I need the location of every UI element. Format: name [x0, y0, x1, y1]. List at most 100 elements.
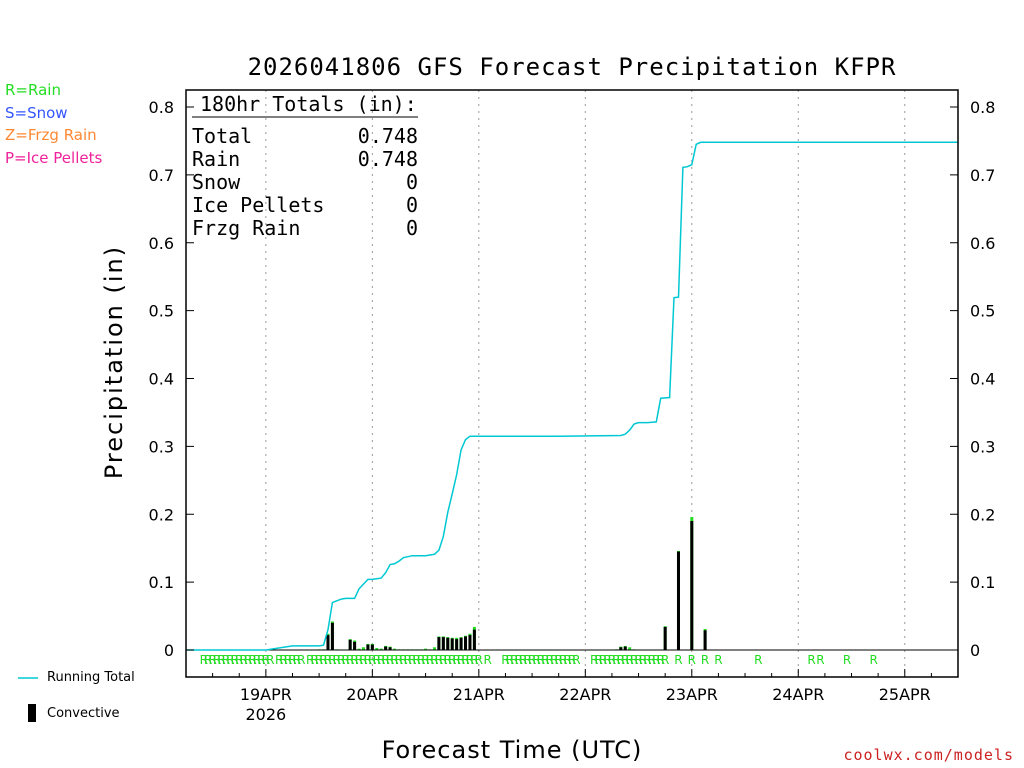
ptype-symbol: R: [546, 653, 554, 667]
ptype-symbol: R: [373, 653, 381, 667]
ptype-symbol: R: [200, 653, 208, 667]
running-total-key-label: Running Total: [47, 670, 135, 685]
y-tick-label-left: 0.2: [149, 505, 174, 524]
ptype-symbol: R: [293, 653, 301, 667]
x-tick-label: 19APR: [240, 685, 292, 704]
ptype-symbol: R: [816, 653, 824, 667]
convective-bar: [370, 644, 374, 650]
ptype-symbol: R: [355, 653, 363, 667]
ptype-symbol: R: [231, 653, 239, 667]
ptype-symbol: R: [657, 653, 665, 667]
ptype-symbol: R: [208, 653, 216, 667]
ptype-symbol: R: [590, 653, 598, 667]
ptype-symbol: R: [217, 653, 225, 667]
ptype-symbol: R: [350, 653, 358, 667]
y-tick-label-left: 0.5: [149, 302, 174, 321]
ptype-symbol: R: [275, 653, 283, 667]
rain-bar: [357, 648, 361, 650]
y-tick-label-left: 0.6: [149, 234, 174, 253]
convective-bar: [446, 637, 450, 650]
gridlines: [265, 90, 906, 677]
ptype-symbol: R: [240, 653, 248, 667]
convective-bar: [663, 626, 667, 650]
convective-bar: [441, 637, 445, 650]
rain-bar: [379, 648, 383, 650]
totals-row-label: Snow: [192, 170, 241, 194]
convective-bar: [437, 637, 441, 650]
convective-bar: [459, 637, 463, 650]
ptype-symbol: R: [617, 653, 625, 667]
convective-bar: [366, 644, 370, 650]
y-tick-label-right: 0.8: [970, 98, 995, 117]
ptype-symbol: R: [386, 653, 394, 667]
ptype-legend-item: S=Snow: [5, 103, 68, 122]
ptype-symbol: R: [288, 653, 296, 667]
x-tick-label: 20APR: [346, 685, 398, 704]
ptype-symbol: R: [413, 653, 421, 667]
ptype-symbol: R: [421, 653, 429, 667]
ptype-symbol: R: [470, 653, 478, 667]
ptype-legend-item: Z=Frzg Rain: [5, 126, 97, 144]
ptype-symbol: R: [528, 653, 536, 667]
convective-bar: [348, 639, 352, 650]
axes: 0 00.1 0.10.2 0.20.3 0.30.4 0.40.5 0.50.6 0.60.…: [149, 89, 995, 724]
totals-row-value: 0: [406, 193, 418, 217]
y-tick-label-left: 0.8: [149, 98, 174, 117]
ptype-symbol: R: [333, 653, 341, 667]
convective-bar: [326, 635, 330, 650]
convective-bar: [450, 638, 454, 650]
y-tick-label-left: 0.7: [149, 166, 174, 185]
convective-bar: [623, 646, 627, 650]
rain-bar: [375, 647, 379, 650]
ptype-symbol: R: [248, 653, 256, 667]
rain-bar: [432, 647, 436, 650]
convective-bar: [703, 630, 707, 650]
ptype-symbol: R: [475, 653, 483, 667]
y-tick-label-left: 0.3: [149, 437, 174, 456]
ptype-symbol: R: [550, 653, 558, 667]
ptype-symbol: R: [244, 653, 252, 667]
ptype-symbol: R: [399, 653, 407, 667]
plot-frame: [185, 89, 959, 678]
ptype-symbol: R: [594, 653, 602, 667]
ptype-symbol: R: [324, 653, 332, 667]
running-total-series: [186, 141, 958, 651]
ptype-symbol: R: [626, 653, 634, 667]
totals-row-label: Ice Pellets: [192, 193, 324, 217]
ptype-symbol: R: [603, 653, 611, 667]
convective-bar: [330, 622, 334, 650]
totals-row-label: Frzg Rain: [192, 216, 300, 240]
ptype-symbol: R: [501, 653, 509, 667]
y-tick-label-right: 0.6: [970, 234, 995, 253]
ptype-symbol: R: [701, 653, 709, 667]
x-tick-sublabel: 2026: [246, 705, 287, 724]
ptype-symbol: R: [262, 653, 270, 667]
convective-bar: [472, 629, 476, 650]
ptype-symbol: R: [315, 653, 323, 667]
ptype-symbol: R: [648, 653, 656, 667]
convective-bar: [690, 521, 694, 650]
convective-bar: [468, 635, 472, 650]
ptype-symbol: R: [652, 653, 660, 667]
ptype-symbol: R: [532, 653, 540, 667]
ptype-symbol: R: [688, 653, 696, 667]
ptype-symbol: R: [439, 653, 447, 667]
ptype-symbol: R: [359, 653, 367, 667]
ptype-symbol: R: [754, 653, 762, 667]
ptype-symbol: R: [466, 653, 474, 667]
chart-title: 2026041806 GFS Forecast Precipitation KF…: [248, 53, 897, 81]
ptype-symbol: R: [297, 653, 305, 667]
ptype-symbol: R: [346, 653, 354, 667]
y-tick-label-right: 0.4: [970, 370, 995, 389]
ptype-legend-item: R=Rain: [5, 81, 61, 99]
ptype-symbol: R: [661, 653, 669, 667]
ptype-symbol: R: [368, 653, 376, 667]
x-tick-label: 24APR: [772, 685, 824, 704]
ptype-symbol: R: [621, 653, 629, 667]
ptype-symbol: R: [608, 653, 616, 667]
ptype-symbol: R: [204, 653, 212, 667]
ptype-symbol: R: [395, 653, 403, 667]
y-tick-label-right: 0: [970, 641, 980, 660]
ptype-symbol: R: [452, 653, 460, 667]
y-tick-label-left: 0: [164, 641, 174, 660]
